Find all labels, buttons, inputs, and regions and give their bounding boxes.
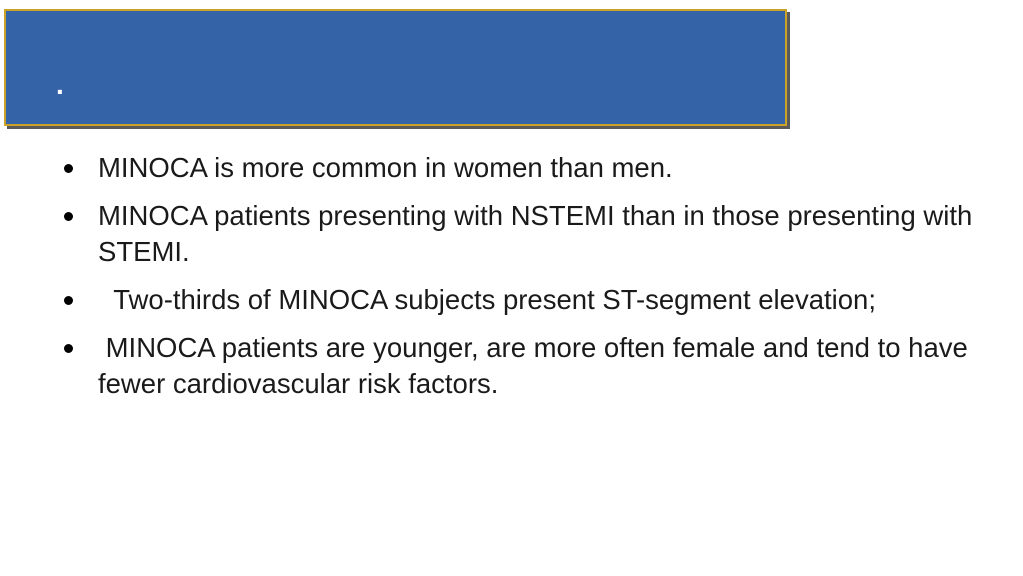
bullet-text: MINOCA patients are younger, are more of… (98, 332, 976, 399)
bullet-item: MINOCA patients presenting with NSTEMI t… (64, 198, 984, 270)
bullet-dot-icon (64, 296, 73, 305)
bullet-text: MINOCA patients presenting with NSTEMI t… (98, 200, 980, 267)
slide-title: . (56, 69, 64, 100)
bullet-dot-icon (64, 344, 73, 353)
bullet-item: MINOCA is more common in women than men. (64, 150, 984, 186)
bullet-dot-icon (64, 212, 73, 221)
title-banner: . (4, 9, 787, 126)
bullet-item: MINOCA patients are younger, are more of… (64, 330, 984, 402)
bullet-text: Two-thirds of MINOCA subjects present ST… (98, 284, 876, 315)
bullet-item: Two-thirds of MINOCA subjects present ST… (64, 282, 984, 318)
bullet-text: MINOCA is more common in women than men. (98, 152, 673, 183)
bullet-dot-icon (64, 164, 73, 173)
bullet-list: MINOCA is more common in women than men.… (64, 150, 984, 414)
